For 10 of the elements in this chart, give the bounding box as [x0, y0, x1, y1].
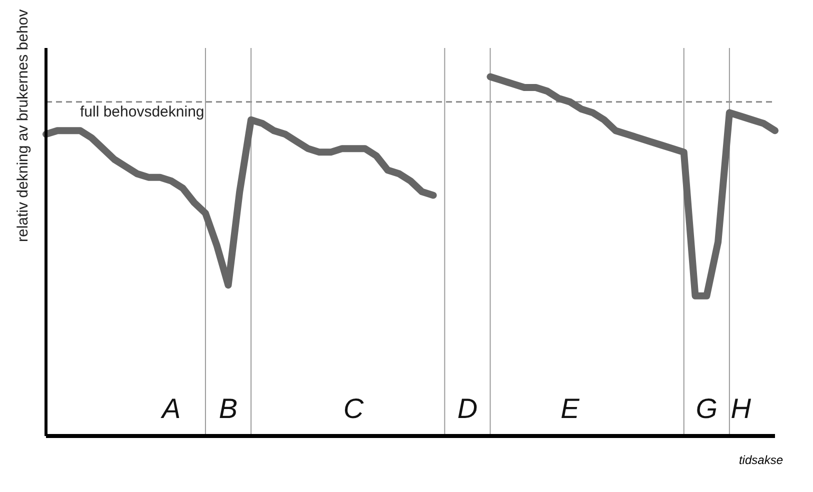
x-tick-label: C [343, 393, 364, 424]
y-axis-title: relativ dekning av brukernes behov [14, 8, 32, 242]
x-tick-label: G [696, 393, 718, 424]
ref-line-label: full behovsdekning [80, 104, 204, 121]
x-tick-label: E [560, 393, 580, 424]
x-tick-label: B [218, 393, 238, 424]
x-tick-label: H [730, 393, 752, 424]
x-tick-label: D [457, 393, 478, 424]
x-axis-title: tidsakse [738, 453, 784, 467]
x-tick-label: A [160, 393, 181, 424]
